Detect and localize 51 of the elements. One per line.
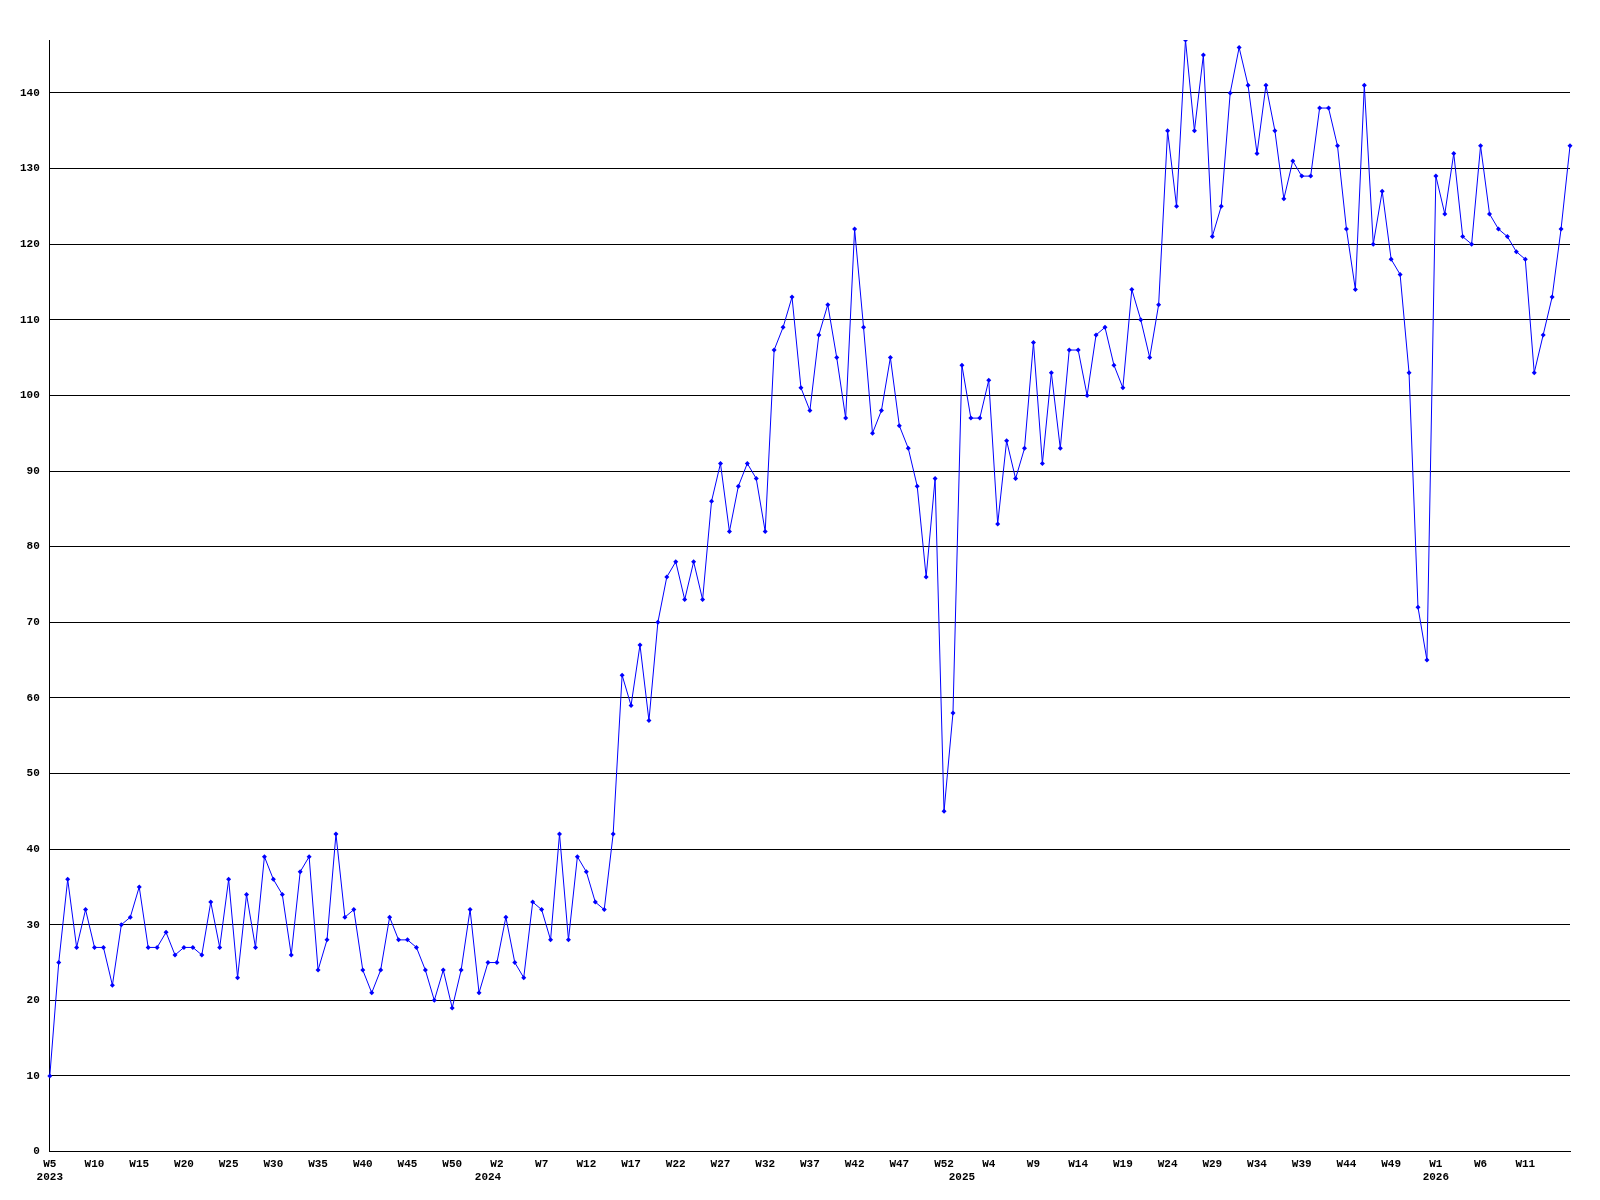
- x-tick-label: W22: [665, 1157, 686, 1170]
- x-tick-label: W30: [263, 1157, 284, 1170]
- y-tick-label: 110: [19, 313, 40, 326]
- x-tick-label: W49: [1381, 1157, 1402, 1170]
- x-tick-label: W1 2026: [1422, 1157, 1450, 1184]
- y-tick-label: 70: [26, 616, 40, 629]
- x-tick-label: W11: [1515, 1157, 1536, 1170]
- x-tick-label: W25: [218, 1157, 239, 1170]
- x-tick-label: W50: [442, 1157, 463, 1170]
- y-tick-label: 20: [26, 994, 40, 1007]
- y-tick-label: 100: [19, 389, 40, 402]
- x-tick-label: W47: [889, 1157, 910, 1170]
- x-tick-label: W37: [800, 1157, 820, 1170]
- y-tick-label: 60: [26, 691, 40, 704]
- x-tick-label: W6: [1473, 1157, 1488, 1170]
- x-tick-label: W35: [308, 1157, 329, 1170]
- x-tick-label: 2024: [474, 1171, 502, 1184]
- x-tick-label: W29: [1202, 1157, 1223, 1170]
- x-tick-label: W10: [84, 1157, 105, 1170]
- x-tick-label: W24: [1157, 1157, 1178, 1170]
- x-tick-label: W5 2023: [36, 1157, 64, 1184]
- x-tick-label: W4: [982, 1157, 996, 1170]
- x-tick-label: W42: [844, 1157, 865, 1170]
- y-tick-label: 30: [26, 918, 40, 931]
- x-tick-label: W2: [490, 1157, 504, 1170]
- y-tick-label: 0: [33, 1145, 40, 1158]
- x-tick-label: W15: [129, 1157, 150, 1170]
- x-tick-label: W39: [1291, 1157, 1312, 1170]
- x-tick-label: W20: [174, 1157, 194, 1170]
- y-tick-label: 40: [26, 842, 40, 855]
- y-tick-label: 120: [19, 237, 40, 250]
- x-tick-label: W45: [397, 1157, 418, 1170]
- x-tick-label: W12: [576, 1157, 597, 1170]
- y-tick-label: 80: [26, 540, 40, 553]
- x-tick-label: W9: [1026, 1157, 1041, 1170]
- y-tick-label: 130: [19, 162, 40, 175]
- x-tick-label: W14: [1068, 1157, 1089, 1170]
- x-tick-label: W19: [1112, 1157, 1133, 1170]
- x-tick-label: W44: [1336, 1157, 1357, 1170]
- x-tick-label: W52: [934, 1157, 954, 1170]
- y-tick-label: 10: [26, 1069, 40, 1082]
- y-tick-label: 140: [19, 86, 40, 99]
- y-tick-label: 90: [26, 464, 40, 477]
- x-tick-label: W40: [352, 1157, 373, 1170]
- x-tick-label: W7: [535, 1157, 549, 1170]
- x-tick-label: W17: [621, 1157, 641, 1170]
- y-tick-label: 50: [26, 767, 40, 780]
- x-tick-label: W32: [755, 1157, 776, 1170]
- x-tick-label: W34: [1247, 1157, 1268, 1170]
- x-tick-label: 2025: [948, 1171, 976, 1184]
- x-tick-label: W27: [710, 1157, 731, 1170]
